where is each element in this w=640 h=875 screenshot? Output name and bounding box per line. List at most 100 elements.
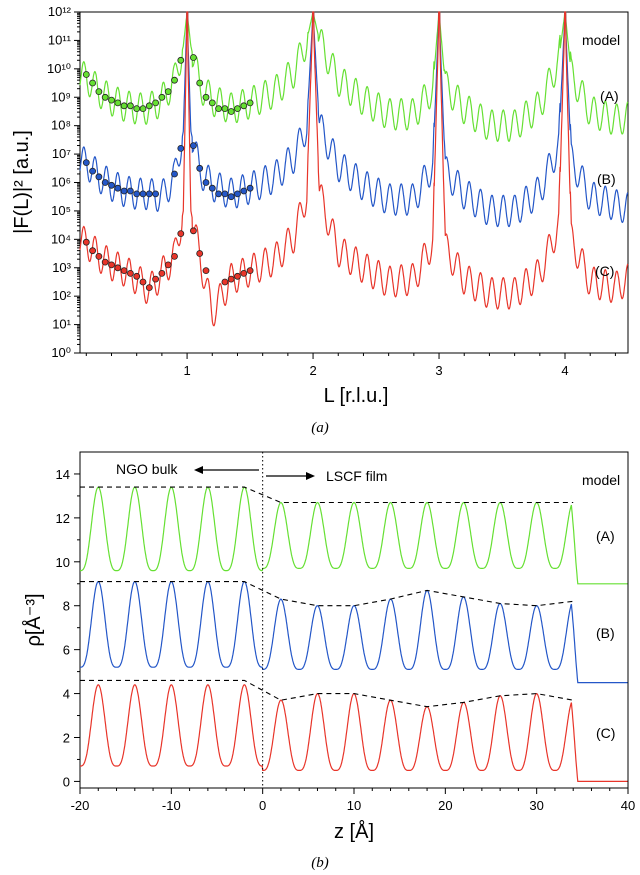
panel-a-measured-point <box>133 272 141 280</box>
arrow-right-head <box>306 472 315 480</box>
panel-a-measured-points <box>82 54 254 292</box>
panel-a-measured-point <box>101 93 109 101</box>
panel-a-measured-point <box>196 79 204 87</box>
panel-a-measured-point <box>82 71 90 78</box>
panel-b-x-tick-label: -10 <box>162 798 181 813</box>
label-lscf-film: LSCF film <box>326 468 387 484</box>
panel-b-envelope-B <box>80 581 574 607</box>
panel-b-x-ticks: -20 -10 0 10 20 30 40 <box>71 788 635 813</box>
panel-a-measured-point <box>234 272 241 280</box>
panel-a-measured-point <box>114 264 122 272</box>
panel-a-measured-point <box>152 190 160 198</box>
panel-b-x-tick-label: 40 <box>621 798 635 813</box>
panel-a-measured-point <box>126 102 134 110</box>
panel-a-measured-point <box>139 190 147 198</box>
panel-b-x-tick-label: 20 <box>438 798 452 813</box>
region-arrows <box>194 466 315 480</box>
panel-a-y-tick-label: 10⁵ <box>51 203 71 218</box>
panel-a-measured-point <box>108 261 115 269</box>
panel-a-measured-point <box>171 76 178 84</box>
panel-a-measured-point <box>246 99 254 107</box>
panel-b-series-B <box>80 580 628 684</box>
panel-a-y-tick-label: 10⁶ <box>51 175 71 190</box>
panel-b-series-A <box>80 486 628 585</box>
panel-a-y-tick-label: 10¹¹ <box>48 32 72 47</box>
panel-b-x-tick-label: 10 <box>347 798 361 813</box>
panel-a-measured-point <box>196 164 204 172</box>
panel-a-measured-point <box>158 269 166 277</box>
panel-b-y-tick-label: 6 <box>63 643 70 658</box>
panel-b-series-C <box>80 684 628 783</box>
panel-b-curves <box>80 486 628 783</box>
panel-b-ylabel: ρ[Å⁻³] <box>22 593 45 646</box>
panel-a-measured-point <box>171 170 178 178</box>
panel-a-measured-point <box>82 238 90 246</box>
panel-a-measured-point <box>240 269 248 277</box>
panel-b: 0 2 4 6 8 10 12 14 -20 -10 0 10 20 30 40 NGO bulk LSC… <box>22 451 635 871</box>
panel-b-y-tick-label: 4 <box>63 687 70 702</box>
panel-a-measured-point <box>215 190 223 198</box>
panel-a-y-tick-label: 10⁷ <box>52 146 71 161</box>
panel-a-measured-point <box>164 261 172 269</box>
panel-a-measured-point <box>108 96 115 104</box>
panel-a-measured-point <box>101 258 109 266</box>
panel-a-measured-point <box>145 190 153 198</box>
panel-b-envelope-C <box>80 679 574 708</box>
panel-a-measured-point <box>177 144 185 152</box>
panel-b-annotation-C: (C) <box>596 725 615 741</box>
panel-b-y-tick-label: 14 <box>56 467 70 482</box>
panel-a-measured-point <box>196 250 204 257</box>
panel-a-measured-point <box>101 179 109 186</box>
panel-a-measured-point <box>246 184 254 192</box>
panel-a-measured-point <box>240 102 248 110</box>
panel-a-measured-point <box>202 179 210 186</box>
panel-a-measured-point <box>89 247 96 255</box>
panel-a-measured-point <box>126 269 134 277</box>
panel-a-measured-point <box>189 142 197 150</box>
panel-a-measured-point <box>164 88 172 95</box>
panel-a-measured-point <box>234 190 241 198</box>
panel-a-y-tick-label: 10³ <box>52 260 71 275</box>
panel-a-y-tick-label: 10¹² <box>48 4 72 19</box>
panel-a-measured-point <box>177 230 185 238</box>
panel-a-series-A <box>79 11 629 143</box>
panel-a-measured-point <box>89 79 96 87</box>
panel-a-measured-point <box>158 93 166 101</box>
panel-b-annotation-B: (B) <box>596 625 615 641</box>
panel-a-measured-point <box>152 99 160 107</box>
panel-a-measured-point <box>145 284 153 292</box>
panel-a-measured-point <box>145 102 153 110</box>
panel-a-measured-point <box>234 105 241 112</box>
panel-a-measured-point <box>221 278 229 286</box>
panel-a-measured-point <box>89 167 96 175</box>
panel-a-measured-point <box>95 88 103 95</box>
panel-a-ylabel: |F(L)|² [a.u.] <box>11 130 33 234</box>
panel-a-measured-point <box>246 267 254 275</box>
panel-a-label: (a) <box>311 420 329 436</box>
panel-a-y-tick-label: 10¹ <box>52 317 71 332</box>
panel-a-y-ticks: 10⁰ 10¹ 10² 10³ 10⁴ 10⁵ 10⁶ 10⁷ 10⁸ 10⁹ 10¹⁰ 10¹¹ 10… <box>47 4 80 360</box>
panel-a-measured-point <box>114 99 122 107</box>
panel-b-x-tick-label: -20 <box>71 798 90 813</box>
panel-a-measured-point <box>240 187 248 195</box>
panel-a-measured-point <box>126 187 134 195</box>
panel-a-measured-point <box>120 102 128 110</box>
panel-a-measured-point <box>133 190 141 198</box>
panel-b-xlabel: z [Å] <box>334 820 374 843</box>
panel-a-measured-point <box>139 278 147 286</box>
panel-a-measured-point <box>227 108 235 115</box>
panel-a-x-tick-label: 2 <box>309 363 316 378</box>
panel-a-y-tick-label: 10⁸ <box>51 118 71 133</box>
panel-a-measured-point <box>221 190 229 198</box>
panel-a-x-tick-label: 1 <box>183 363 190 378</box>
panel-a-measured-point <box>120 267 128 275</box>
panel-a-measured-point <box>227 193 235 201</box>
panel-a-y-tick-label: 10⁹ <box>51 89 71 104</box>
panel-a-measured-point <box>152 275 160 283</box>
panel-b-y-tick-label: 12 <box>56 511 70 526</box>
panel-a-measured-point <box>189 227 197 235</box>
panel-b-x-tick-label: 0 <box>259 798 266 813</box>
panel-a-y-tick-label: 10² <box>52 288 71 303</box>
panel-a-series-B <box>79 11 629 228</box>
panel-a-annotation-C: (C) <box>595 263 614 279</box>
